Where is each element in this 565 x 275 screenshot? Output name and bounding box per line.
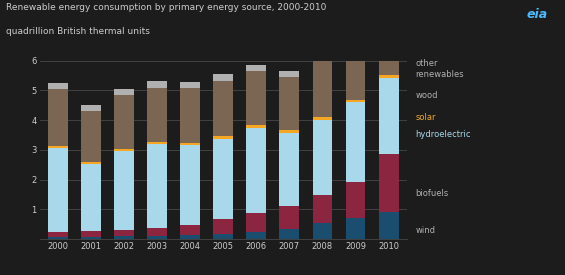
Bar bbox=[114, 230, 134, 236]
Bar bbox=[147, 142, 167, 144]
Bar bbox=[246, 232, 266, 239]
Bar bbox=[81, 237, 101, 239]
Bar bbox=[48, 232, 68, 237]
Bar bbox=[180, 145, 200, 225]
Bar bbox=[246, 125, 266, 128]
Bar bbox=[346, 182, 366, 218]
Bar bbox=[346, 48, 366, 100]
Bar bbox=[81, 111, 101, 162]
Bar bbox=[379, 16, 398, 75]
Bar bbox=[280, 133, 299, 206]
Bar bbox=[213, 136, 233, 139]
Bar bbox=[346, 38, 366, 48]
Bar bbox=[48, 146, 68, 148]
Text: wind: wind bbox=[415, 226, 435, 235]
Bar bbox=[114, 236, 134, 239]
Bar bbox=[246, 128, 266, 213]
Bar bbox=[147, 88, 167, 142]
Bar bbox=[312, 50, 332, 60]
Bar bbox=[81, 164, 101, 231]
Bar bbox=[114, 95, 134, 149]
Text: hydroelectric: hydroelectric bbox=[415, 130, 471, 139]
Bar bbox=[312, 117, 332, 120]
Bar bbox=[147, 81, 167, 88]
Bar bbox=[180, 225, 200, 235]
Text: biofuels: biofuels bbox=[415, 189, 449, 197]
Bar bbox=[180, 235, 200, 239]
Bar bbox=[48, 148, 68, 232]
Bar bbox=[346, 218, 366, 239]
Text: other
renewables: other renewables bbox=[415, 59, 464, 79]
Bar bbox=[280, 78, 299, 130]
Bar bbox=[379, 4, 398, 16]
Bar bbox=[48, 237, 68, 239]
Bar bbox=[379, 212, 398, 239]
Bar bbox=[312, 120, 332, 195]
Bar bbox=[246, 213, 266, 232]
Bar bbox=[213, 81, 233, 136]
Bar bbox=[114, 149, 134, 151]
Text: eia: eia bbox=[527, 8, 548, 21]
Bar bbox=[114, 151, 134, 230]
Bar bbox=[180, 82, 200, 88]
Bar bbox=[81, 231, 101, 237]
Bar bbox=[147, 228, 167, 236]
Bar bbox=[246, 65, 266, 71]
Bar bbox=[379, 78, 398, 154]
Bar bbox=[147, 236, 167, 239]
Bar bbox=[312, 195, 332, 223]
Bar bbox=[280, 130, 299, 133]
Bar bbox=[346, 102, 366, 182]
Bar bbox=[180, 88, 200, 143]
Bar bbox=[81, 162, 101, 164]
Bar bbox=[213, 219, 233, 234]
Bar bbox=[312, 60, 332, 117]
Text: solar: solar bbox=[415, 113, 436, 122]
Bar bbox=[246, 71, 266, 125]
Text: wood: wood bbox=[415, 91, 438, 100]
Text: Renewable energy consumption by primary energy source, 2000-2010: Renewable energy consumption by primary … bbox=[6, 3, 326, 12]
Bar bbox=[213, 139, 233, 219]
Bar bbox=[114, 89, 134, 95]
Bar bbox=[213, 234, 233, 239]
Bar bbox=[147, 144, 167, 228]
Bar bbox=[379, 75, 398, 78]
Bar bbox=[180, 143, 200, 145]
Bar bbox=[48, 89, 68, 146]
Bar bbox=[346, 100, 366, 102]
Bar bbox=[280, 206, 299, 229]
Text: quadrillion British thermal units: quadrillion British thermal units bbox=[6, 28, 150, 37]
Bar bbox=[48, 83, 68, 89]
Bar bbox=[280, 229, 299, 239]
Bar bbox=[379, 154, 398, 212]
Bar bbox=[280, 71, 299, 78]
Bar bbox=[312, 223, 332, 239]
Bar bbox=[213, 74, 233, 81]
Bar bbox=[81, 105, 101, 111]
